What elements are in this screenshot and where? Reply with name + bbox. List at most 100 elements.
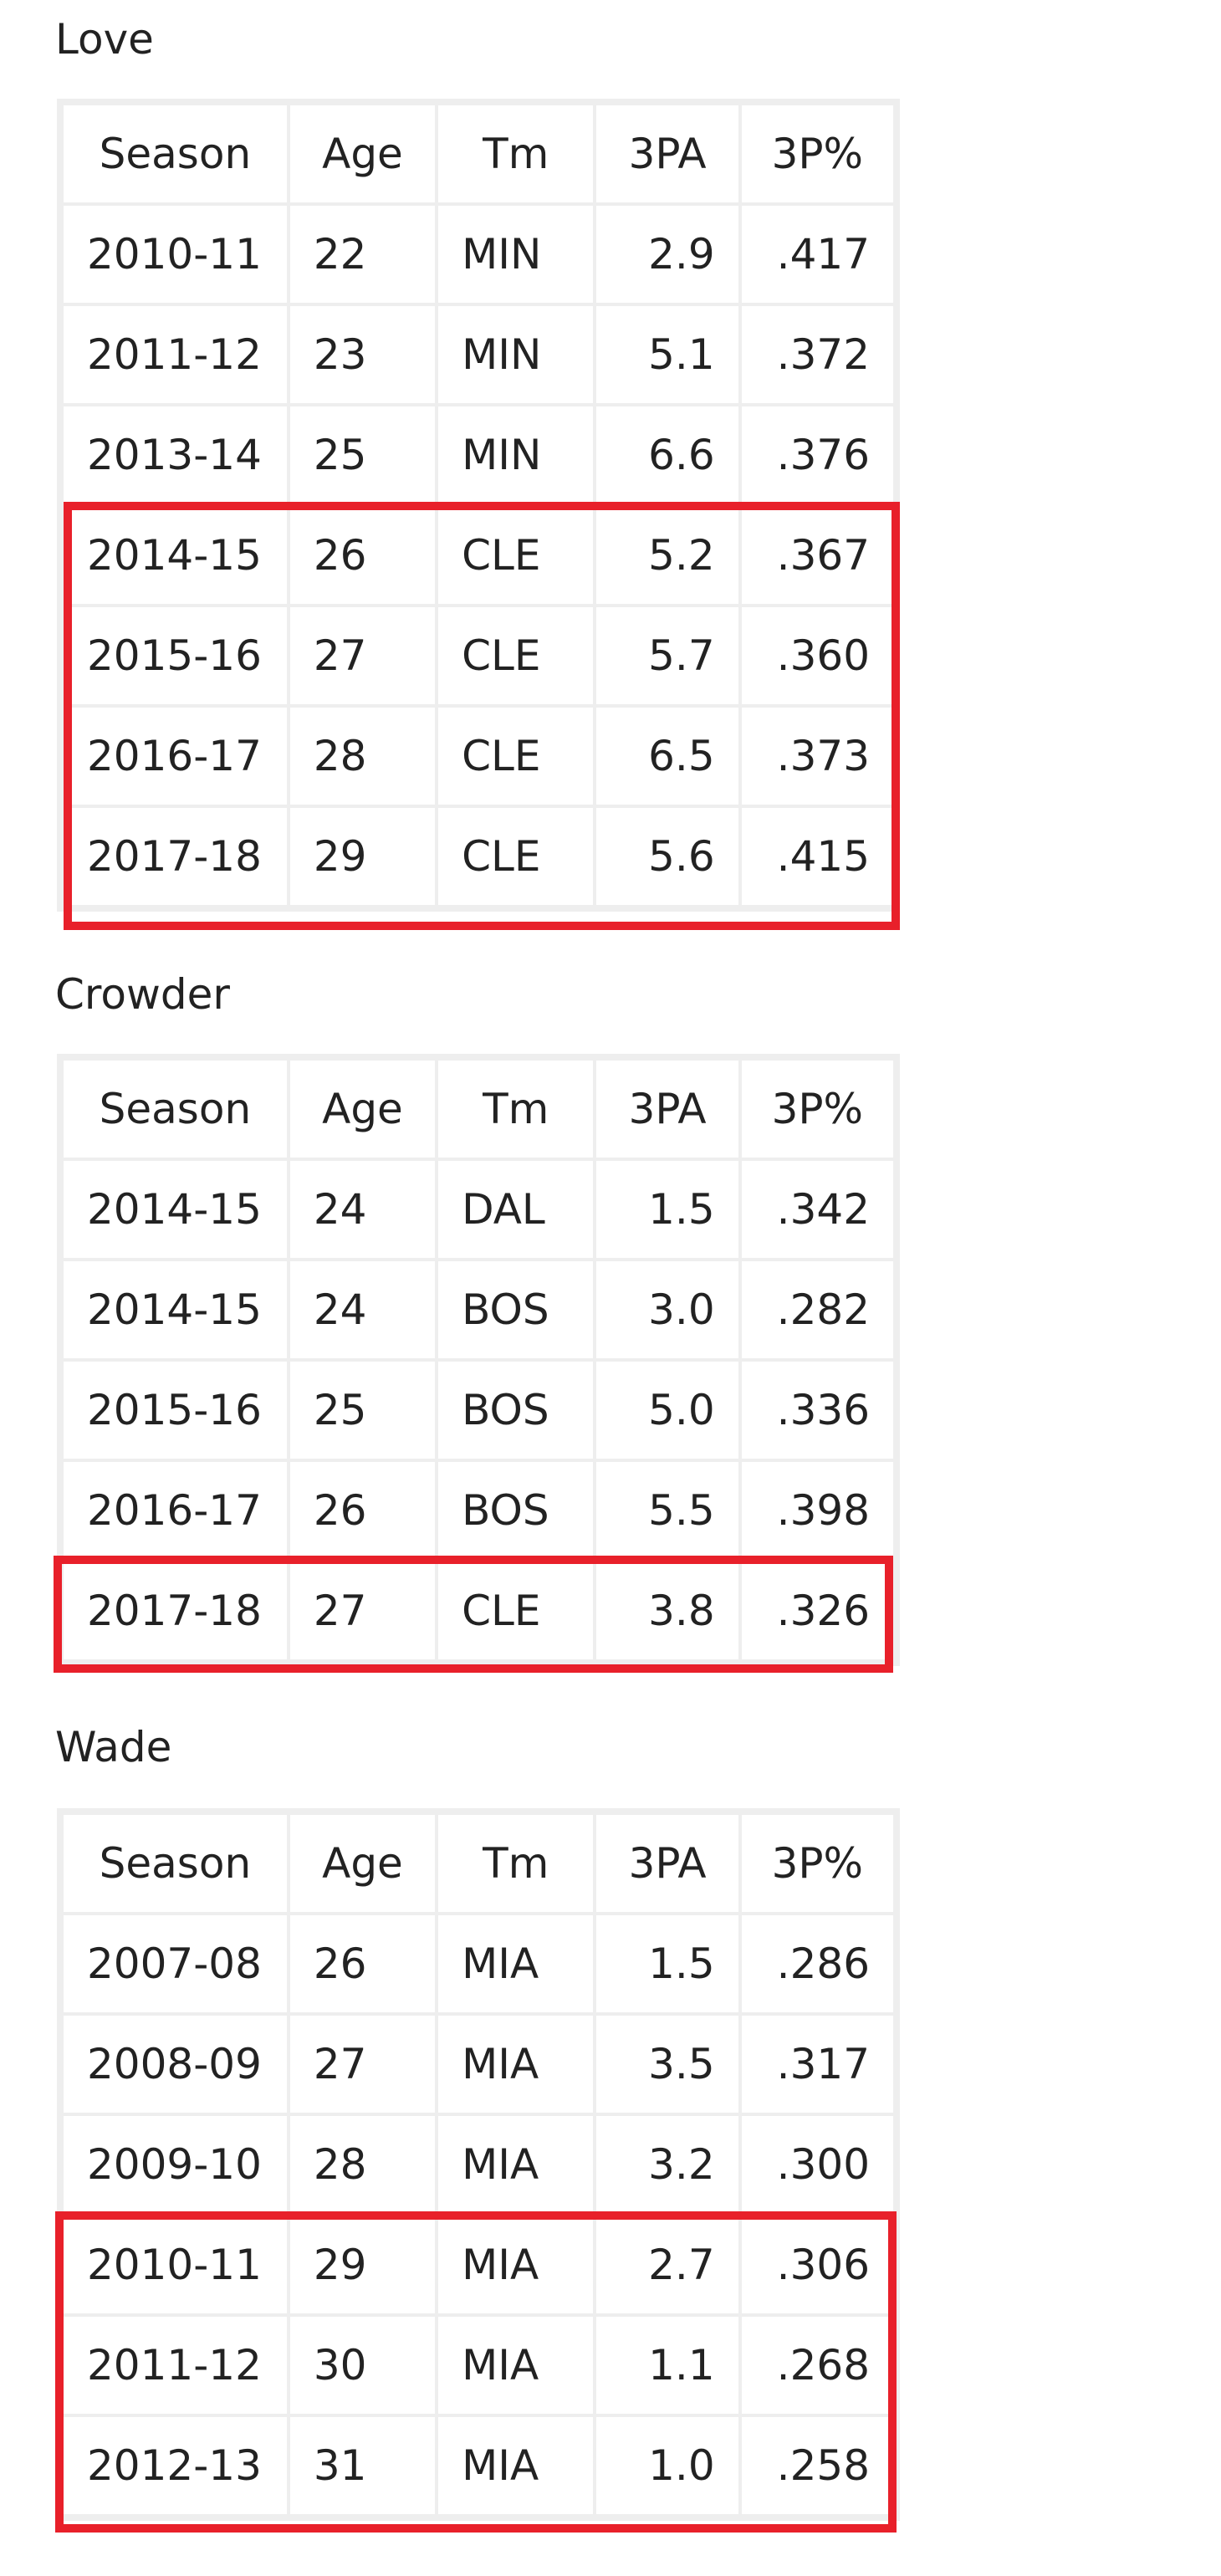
cell-season: 2014-15 [64, 1161, 287, 1258]
header-team: Tm [438, 1061, 594, 1158]
player-name-crowder: Crowder [55, 970, 230, 1019]
table-row: 2013-14 25 MIN 6.6 .376 [64, 406, 893, 503]
table-row: 2010-11 29 MIA 2.7 .306 [64, 2216, 893, 2313]
cell-team: CLE [438, 1562, 594, 1659]
stats-table-wade: Season Age Tm 3PA 3P% 2007-08 26 MIA 1.5… [57, 1808, 900, 2521]
cell-season: 2010-11 [64, 2216, 287, 2313]
cell-season: 2012-13 [64, 2417, 287, 2514]
header-age: Age [289, 105, 436, 202]
cell-3p-pct: .268 [741, 2317, 893, 2414]
table-row: 2015-16 25 BOS 5.0 .336 [64, 1362, 893, 1459]
cell-season: 2017-18 [64, 808, 287, 905]
cell-3p-pct: .373 [741, 708, 893, 805]
cell-age: 27 [289, 607, 436, 704]
cell-age: 27 [289, 1562, 436, 1659]
cell-team: MIA [438, 1915, 594, 2012]
header-season: Season [64, 1815, 287, 1912]
cell-3pa: 1.5 [596, 1161, 738, 1258]
table-row: 2007-08 26 MIA 1.5 .286 [64, 1915, 893, 2012]
cell-team: CLE [438, 808, 594, 905]
cell-3pa: 5.7 [596, 607, 738, 704]
cell-age: 26 [289, 1915, 436, 2012]
cell-season: 2014-15 [64, 507, 287, 604]
cell-age: 28 [289, 2116, 436, 2213]
cell-3pa: 1.1 [596, 2317, 738, 2414]
cell-season: 2015-16 [64, 607, 287, 704]
header-team: Tm [438, 105, 594, 202]
header-age: Age [289, 1815, 436, 1912]
cell-3pa: 5.1 [596, 306, 738, 403]
stats-table-crowder: Season Age Tm 3PA 3P% 2014-15 24 DAL 1.5… [57, 1054, 900, 1666]
header-3pa: 3PA [596, 1815, 738, 1912]
player-name-wade: Wade [55, 1723, 172, 1771]
cell-3pa: 5.2 [596, 507, 738, 604]
cell-age: 23 [289, 306, 436, 403]
cell-3pa: 5.0 [596, 1362, 738, 1459]
cell-team: BOS [438, 1362, 594, 1459]
cell-season: 2011-12 [64, 2317, 287, 2414]
cell-3p-pct: .258 [741, 2417, 893, 2514]
cell-age: 29 [289, 2216, 436, 2313]
cell-team: MIA [438, 2216, 594, 2313]
table-row: 2011-12 30 MIA 1.1 .268 [64, 2317, 893, 2414]
header-row: Season Age Tm 3PA 3P% [64, 105, 893, 202]
table-row: 2012-13 31 MIA 1.0 .258 [64, 2417, 893, 2514]
header-3pa: 3PA [596, 1061, 738, 1158]
cell-age: 30 [289, 2317, 436, 2414]
cell-team: MIN [438, 406, 594, 503]
header-season: Season [64, 1061, 287, 1158]
cell-team: CLE [438, 607, 594, 704]
cell-3p-pct: .306 [741, 2216, 893, 2313]
cell-team: MIA [438, 2417, 594, 2514]
cell-team: BOS [438, 1462, 594, 1559]
header-team: Tm [438, 1815, 594, 1912]
cell-season: 2009-10 [64, 2116, 287, 2213]
table-row: 2015-16 27 CLE 5.7 .360 [64, 607, 893, 704]
cell-season: 2016-17 [64, 708, 287, 805]
cell-age: 24 [289, 1161, 436, 1258]
cell-3p-pct: .372 [741, 306, 893, 403]
cell-3pa: 6.6 [596, 406, 738, 503]
header-3p-pct: 3P% [741, 1061, 893, 1158]
player-name-love: Love [55, 15, 154, 64]
cell-3pa: 3.0 [596, 1261, 738, 1358]
header-age: Age [289, 1061, 436, 1158]
header-3p-pct: 3P% [741, 1815, 893, 1912]
cell-3p-pct: .286 [741, 1915, 893, 2012]
cell-3p-pct: .300 [741, 2116, 893, 2213]
table-row: 2014-15 24 BOS 3.0 .282 [64, 1261, 893, 1358]
cell-3p-pct: .326 [741, 1562, 893, 1659]
table-row: 2017-18 27 CLE 3.8 .326 [64, 1562, 893, 1659]
cell-team: MIA [438, 2116, 594, 2213]
cell-team: BOS [438, 1261, 594, 1358]
cell-3p-pct: .282 [741, 1261, 893, 1358]
cell-3pa: 1.0 [596, 2417, 738, 2514]
cell-3pa: 5.5 [596, 1462, 738, 1559]
cell-team: CLE [438, 708, 594, 805]
cell-team: DAL [438, 1161, 594, 1258]
cell-3pa: 3.2 [596, 2116, 738, 2213]
cell-age: 31 [289, 2417, 436, 2514]
cell-3p-pct: .417 [741, 206, 893, 303]
cell-3p-pct: .317 [741, 2016, 893, 2113]
cell-age: 27 [289, 2016, 436, 2113]
cell-3pa: 2.9 [596, 206, 738, 303]
cell-age: 26 [289, 507, 436, 604]
cell-3p-pct: .398 [741, 1462, 893, 1559]
cell-season: 2007-08 [64, 1915, 287, 2012]
table-row: 2009-10 28 MIA 3.2 .300 [64, 2116, 893, 2213]
cell-3p-pct: .342 [741, 1161, 893, 1258]
cell-age: 26 [289, 1462, 436, 1559]
table-row: 2008-09 27 MIA 3.5 .317 [64, 2016, 893, 2113]
cell-season: 2010-11 [64, 206, 287, 303]
cell-season: 2016-17 [64, 1462, 287, 1559]
cell-3pa: 5.6 [596, 808, 738, 905]
cell-3pa: 3.5 [596, 2016, 738, 2113]
stats-table-love: Season Age Tm 3PA 3P% 2010-11 22 MIN 2.9… [57, 99, 900, 912]
cell-3pa: 1.5 [596, 1915, 738, 2012]
cell-3p-pct: .376 [741, 406, 893, 503]
cell-season: 2014-15 [64, 1261, 287, 1358]
cell-season: 2008-09 [64, 2016, 287, 2113]
table-row: 2017-18 29 CLE 5.6 .415 [64, 808, 893, 905]
table-row: 2014-15 26 CLE 5.2 .367 [64, 507, 893, 604]
